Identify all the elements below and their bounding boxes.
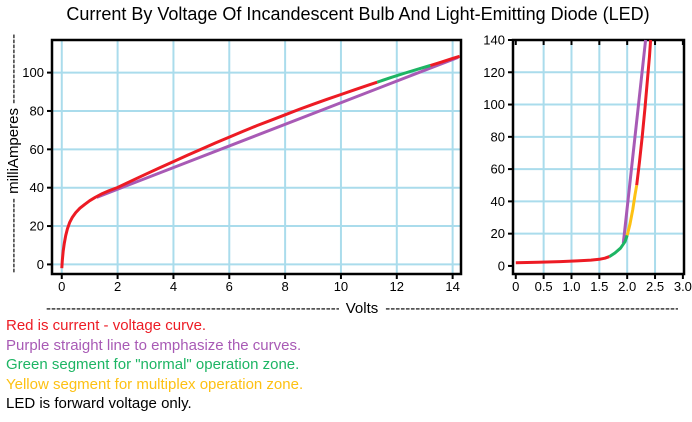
x-tick-label: 3.0 <box>674 279 692 294</box>
y-tick-label: 20 <box>30 219 44 234</box>
x-tick-label: 14 <box>445 279 459 294</box>
y-tick-label: 120 <box>483 65 505 80</box>
x-tick-label: 0 <box>512 279 519 294</box>
legend-green-segment: Green segment for "normal" operation zon… <box>6 356 300 373</box>
series-yellow-multiplex-zone <box>625 184 639 236</box>
x-tick-label: 0 <box>58 279 65 294</box>
series-purple-reference-line <box>621 39 648 244</box>
y-axis-dashes-lower: --------------- <box>5 198 22 273</box>
x-tick-label: 12 <box>390 279 404 294</box>
x-tick-label: 4 <box>170 279 177 294</box>
legend: Red is current - voltage curve. Purple s… <box>6 316 526 414</box>
x-tick-label: 0.5 <box>535 279 553 294</box>
x-tick-label: 2.5 <box>646 279 664 294</box>
y-tick-label: 60 <box>30 142 44 157</box>
y-axis-label: --------------- milliAmperes -----------… <box>4 34 24 273</box>
series-red-iv-curve-low <box>515 255 610 265</box>
x-axis-dashes-right: ----------------------------------------… <box>385 299 678 317</box>
y-tick-label: 0 <box>498 258 505 273</box>
x-axis-label: ----------------------------------------… <box>46 298 678 318</box>
y-tick-label: 0 <box>37 257 44 272</box>
series-red-iv-curve-high <box>635 39 653 186</box>
x-tick-label: 1.0 <box>562 279 580 294</box>
y-axis-dashes-upper: -------------- <box>5 33 22 104</box>
series-green-normal-zone <box>376 64 431 84</box>
ticks: 0 2 4 6 8 10 12 14 0 20 40 60 80 100 <box>22 65 460 294</box>
series-red-iv-curve-end <box>429 54 461 67</box>
x-tick-label: 6 <box>226 279 233 294</box>
y-tick-label: 80 <box>30 103 44 118</box>
plot-border <box>50 38 463 276</box>
y-tick-label: 20 <box>491 226 505 241</box>
y-tick-label: 100 <box>483 97 505 112</box>
y-tick-label: 40 <box>30 180 44 195</box>
legend-purple-line: Purple straight line to emphasize the cu… <box>6 336 302 354</box>
y-tick-label: 60 <box>491 162 505 177</box>
legend-led-note: LED is forward voltage only. <box>6 395 192 412</box>
x-tick-label: 1.5 <box>590 279 608 294</box>
led-iv-chart: 0 0.5 1.0 1.5 2.0 2.5 3.0 0 20 40 60 80 100 120 140 <box>483 33 692 295</box>
x-tick-label: 8 <box>281 279 288 294</box>
y-tick-label: 80 <box>491 129 505 144</box>
series-purple-reference-line <box>96 55 459 199</box>
series-green-normal-zone <box>608 234 629 258</box>
page-title: Current By Voltage Of Incandescent Bulb … <box>66 4 650 24</box>
y-tick-label: 40 <box>491 194 505 209</box>
y-tick-label: 140 <box>483 33 505 48</box>
x-tick-label: 2.0 <box>618 279 636 294</box>
series-red-iv-curve <box>60 80 378 269</box>
y-tick-label: 100 <box>22 65 44 80</box>
ticks: 0 0.5 1.0 1.5 2.0 2.5 3.0 0 20 40 60 80 100 120 140 <box>483 33 692 295</box>
bulb-iv-chart: 0 2 4 6 8 10 12 14 0 20 40 60 80 100 <box>22 38 463 294</box>
y-axis-label-text: milliAmperes <box>5 108 22 194</box>
x-axis-dashes-left: ----------------------------------------… <box>46 299 339 317</box>
legend-red-curve: Red is current - voltage curve. <box>6 317 207 334</box>
legend-yellow-segment: Yellow segment for multiplex operation z… <box>6 375 304 393</box>
x-tick-label: 2 <box>114 279 121 294</box>
x-axis-label-text: Volts <box>345 299 379 317</box>
grid <box>513 40 684 274</box>
x-tick-label: 10 <box>334 279 348 294</box>
